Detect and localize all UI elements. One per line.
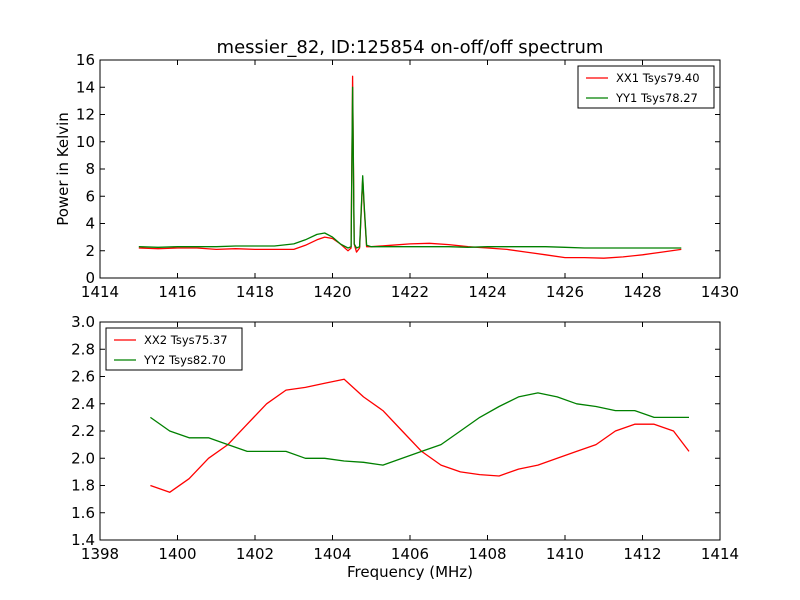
y-tick-label: 0 — [85, 269, 95, 287]
y-tick-label: 12 — [76, 106, 95, 124]
y-tick-label: 2.0 — [71, 449, 95, 467]
x-tick-label: 1412 — [623, 545, 661, 563]
legend-box — [577, 65, 715, 109]
y-tick-label: 1.6 — [71, 504, 95, 522]
y-tick-label: 6 — [85, 187, 95, 205]
x-tick-label: 1402 — [236, 545, 274, 563]
top-plot-area — [138, 75, 682, 259]
y-tick-label: 14 — [76, 78, 95, 96]
x-tick-label: 1400 — [158, 545, 196, 563]
y-tick-label: 10 — [76, 133, 95, 151]
x-tick-label: 1422 — [391, 283, 429, 301]
y-tick-label: 8 — [85, 160, 95, 178]
chart-title: messier_82, ID:125854 on-off/off spectru… — [217, 37, 604, 58]
series-line-2 — [150, 392, 689, 466]
x-tick-label: 1416 — [158, 283, 196, 301]
legend-label: YY1 Tsys78.27 — [615, 91, 698, 105]
y-tick-label: 1.8 — [71, 477, 95, 495]
bottom-plot-area — [150, 378, 690, 493]
x-tick-label: 1426 — [546, 283, 584, 301]
legend-label: XX2 Tsys75.37 — [144, 333, 228, 347]
x-tick-label: 1428 — [623, 283, 661, 301]
top-axis-ticks: 1414 1416 1418 1420 1422 1424 1426 1428 14300246… — [76, 51, 739, 301]
legend-box — [105, 327, 243, 371]
y-tick-label: 2.6 — [71, 368, 95, 386]
top-panel: messier_82, ID:125854 on-off/off spectru… — [54, 37, 739, 301]
x-tick-label: 1424 — [468, 283, 506, 301]
x-tick-label: 1408 — [468, 545, 506, 563]
x-tick-label: 1406 — [391, 545, 429, 563]
x-axis-label: Frequency (MHz) — [347, 563, 473, 581]
y-tick-label: 2 — [85, 242, 95, 260]
legend-label: YY2 Tsys82.70 — [143, 353, 226, 367]
bottom-axis-ticks: 1398 1400 1402 1404 1406 1408 1410 1412 1414 1.4 1… — [71, 313, 739, 563]
y-tick-label: 2.8 — [71, 340, 95, 358]
bottom-legend: XX2 Tsys75.37 YY2 Tsys82.70 — [105, 327, 243, 371]
y-tick-label: 2.4 — [71, 395, 95, 413]
y-tick-label: 16 — [76, 51, 95, 69]
x-tick-label: 1414 — [701, 545, 739, 563]
series-line-2 — [138, 86, 682, 249]
x-tick-label: 1410 — [546, 545, 584, 563]
top-legend: XX1 Tsys79.40 YY1 Tsys78.27 — [577, 65, 715, 109]
x-tick-label: 1418 — [236, 283, 274, 301]
y-tick-label: 1.4 — [71, 531, 95, 549]
bottom-panel: Frequency (MHz) 1398 1400 1402 1404 1406 1408… — [71, 313, 739, 581]
legend-label: XX1 Tsys79.40 — [616, 71, 700, 85]
y-tick-label: 3.0 — [71, 313, 95, 331]
y-axis-label: Power in Kelvin — [54, 112, 72, 226]
x-tick-label: 1414 — [81, 283, 119, 301]
x-tick-label: 1430 — [701, 283, 739, 301]
y-tick-label: 4 — [85, 215, 95, 233]
x-tick-label: 1398 — [81, 545, 119, 563]
x-tick-label: 1420 — [313, 283, 351, 301]
y-tick-label: 2.2 — [71, 422, 95, 440]
x-tick-label: 1404 — [313, 545, 351, 563]
